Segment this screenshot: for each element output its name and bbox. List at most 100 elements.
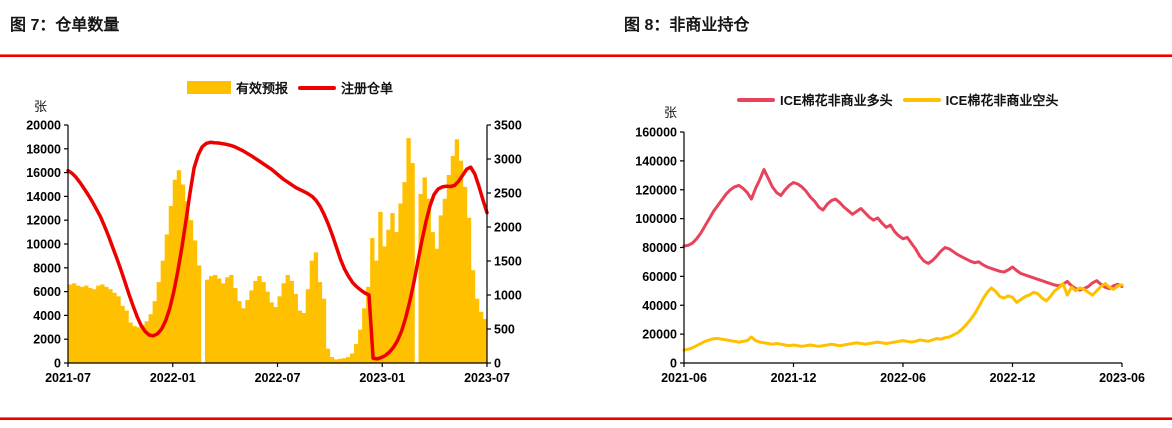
bar (458, 160, 464, 363)
bar (124, 310, 129, 363)
y-tick-label: 120000 (635, 183, 677, 197)
bar (293, 293, 298, 363)
bar (84, 285, 89, 363)
y-tick-label: 20000 (26, 119, 61, 133)
bar (402, 182, 407, 363)
bar (196, 265, 202, 363)
y-tick-label: 100000 (635, 212, 677, 226)
x-tick-label: 2022-06 (880, 371, 926, 385)
bar (398, 203, 403, 363)
y-tick-label: 140000 (635, 154, 677, 168)
bar (245, 299, 250, 363)
legend-item: ICE棉花非商业空头 (902, 90, 1059, 109)
noncommercial-positions-chart: 0 20000 40000 60000 80000 100000 120000 140000 1… (635, 126, 1145, 386)
legend-item: 有效预报 (187, 78, 288, 97)
bar (168, 205, 174, 363)
bar (160, 260, 165, 363)
bar (382, 246, 387, 363)
bar (442, 198, 448, 363)
y-tick-label: 160000 (635, 126, 677, 140)
figure-7-legend: 有效预报 注册仓单 (187, 78, 393, 97)
bar (80, 286, 85, 363)
bar (301, 313, 306, 363)
bar (180, 184, 186, 363)
x-tick-label: 2022-07 (255, 371, 301, 385)
footer-rule (0, 417, 1172, 420)
bar (297, 310, 302, 363)
line-series (682, 282, 1124, 352)
figure-8-title: 图 8：非商业持仓 (624, 17, 750, 34)
bar (128, 322, 133, 363)
bar (434, 248, 439, 363)
y-tick-label: 2000 (33, 333, 61, 347)
y-tick-label: 0 (494, 357, 501, 371)
bar (144, 321, 149, 363)
bar (164, 234, 170, 363)
bar (446, 174, 452, 363)
bar (317, 282, 323, 363)
y-tick-label: 18000 (26, 142, 61, 156)
bar (184, 201, 190, 363)
bar-legend-swatch (187, 81, 231, 94)
y-tick-label: 1000 (494, 289, 522, 303)
bar (289, 280, 294, 363)
bar (438, 215, 443, 363)
bar (305, 289, 311, 363)
bar (321, 298, 327, 363)
bar (345, 357, 351, 363)
x-tick-label: 2021-07 (45, 371, 91, 385)
legend-label: ICE棉花非商业多头 (780, 93, 893, 108)
figure-8-legend: ICE棉花非商业多头 ICE棉花非商业空头 (737, 90, 1058, 109)
bar (281, 283, 286, 363)
y-tick-label: 14000 (26, 190, 61, 204)
bar (370, 238, 375, 363)
x-tick-label: 2023-07 (464, 371, 510, 385)
bar (358, 329, 363, 363)
legend-label: ICE棉花非商业空头 (945, 93, 1059, 108)
bar (213, 274, 218, 363)
y-tick-label: 16000 (26, 166, 61, 180)
bar (378, 211, 383, 363)
figure-7-axis-unit: 张 (34, 99, 48, 114)
bar (233, 288, 238, 363)
bar (221, 283, 226, 363)
y-tick-label: 10000 (26, 238, 61, 252)
line-legend-swatch (902, 97, 941, 102)
bar (406, 138, 411, 363)
bar (325, 348, 331, 363)
x-tick-label: 2021-06 (661, 371, 707, 385)
y-tick-label: 0 (670, 357, 677, 371)
bar (337, 358, 343, 363)
bar (350, 353, 355, 363)
line-series (682, 168, 1124, 292)
y-tick-label: 60000 (642, 270, 677, 284)
legend-item: ICE棉花非商业多头 (737, 90, 893, 109)
bar (309, 260, 315, 363)
bar (341, 358, 347, 363)
bar (277, 296, 282, 363)
line-legend-swatch (298, 85, 337, 90)
bar (237, 301, 242, 363)
bar (92, 289, 97, 363)
x-tick-label: 2023-06 (1099, 371, 1145, 385)
bar (470, 270, 476, 363)
line-series (66, 140, 489, 361)
bar (394, 232, 399, 363)
warehouse-receipts-chart: 0200040006000800010000120001400016000180… (26, 119, 522, 386)
bar (265, 291, 270, 363)
bar (390, 213, 395, 363)
bar (285, 274, 290, 363)
bar (96, 285, 101, 363)
bar (104, 286, 109, 363)
bar (313, 252, 319, 363)
bar (217, 278, 222, 363)
y-tick-label: 1500 (494, 255, 522, 269)
legend-item: 注册仓单 (298, 78, 393, 97)
x-tick-label: 2021-12 (771, 371, 817, 385)
y-tick-label: 8000 (33, 261, 61, 275)
bar (132, 326, 137, 363)
bar (418, 194, 423, 363)
bar (253, 280, 258, 363)
bar (478, 311, 484, 363)
bar (140, 324, 145, 363)
